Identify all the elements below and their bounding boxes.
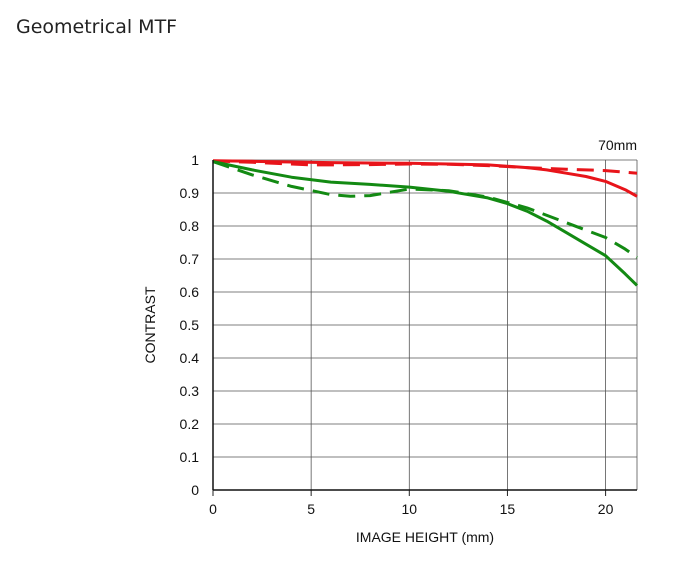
y-tick-label: 0.4 (180, 350, 200, 366)
y-tick-label: 0.2 (180, 416, 200, 432)
chart-grid (212, 159, 638, 491)
y-tick-label: 0.8 (180, 218, 200, 234)
y-tick-label: 0.5 (180, 317, 200, 333)
series-line-2 (212, 159, 638, 175)
y-axis-label: CONTRAST (142, 286, 158, 363)
chart-series (212, 159, 639, 287)
y-tick-label: 0.1 (180, 449, 200, 465)
y-tick-label: 0.3 (180, 383, 200, 399)
y-tick-label: 0.7 (180, 251, 200, 267)
chart-axes (212, 160, 637, 496)
x-tick-label: 15 (500, 501, 516, 517)
focal-length-annotation: 70mm (598, 137, 637, 153)
x-axis-label: IMAGE HEIGHT (mm) (356, 529, 494, 545)
x-tick-label: 5 (307, 501, 315, 517)
y-tick-label: 1 (191, 152, 199, 168)
y-tick-label: 0.6 (180, 284, 200, 300)
series-line-4 (212, 160, 638, 259)
y-tick-label: 0 (191, 482, 199, 498)
chart-tick-labels: 00.10.20.30.40.50.60.70.80.910 5 10 15 20 (180, 152, 614, 517)
series-line-3 (212, 160, 639, 287)
y-tick-label: 0.9 (180, 185, 200, 201)
x-tick-label: 10 (402, 501, 418, 517)
x-tick-label: 20 (598, 501, 614, 517)
x-tick-label: 0 (209, 501, 217, 517)
page-title: Geometrical MTF (16, 16, 178, 38)
